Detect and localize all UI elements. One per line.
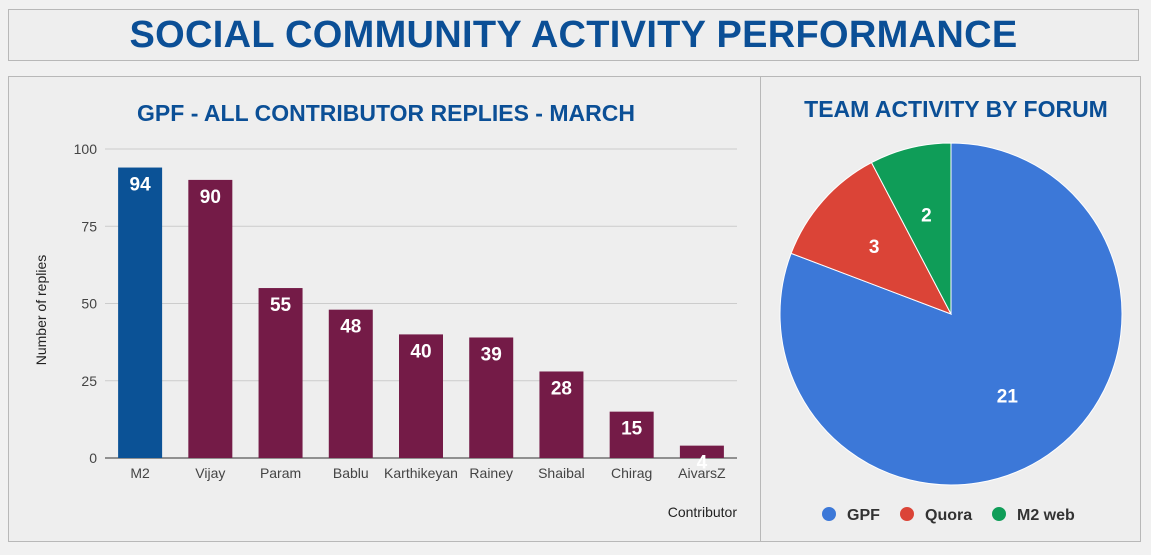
pie-data-label: 21 bbox=[997, 387, 1019, 408]
x-tick-label: Chirag bbox=[611, 465, 652, 481]
bar-data-label: 94 bbox=[130, 175, 152, 196]
legend-swatch bbox=[900, 507, 914, 521]
bar-data-label: 15 bbox=[621, 419, 643, 440]
pie-slice bbox=[790, 161, 953, 315]
legend-swatch bbox=[822, 507, 836, 521]
y-tick-label: 25 bbox=[81, 373, 97, 389]
pie-chart: TEAM ACTIVITY BY FORUM 21 3 2 GPF Quora M2 w… bbox=[779, 96, 1123, 524]
legend-label: M2 web bbox=[1017, 507, 1075, 524]
bar-data-label: 4 bbox=[697, 453, 708, 474]
x-tick-label: AivarsZ bbox=[678, 465, 726, 481]
bar-chart-title: GPF - ALL CONTRIBUTOR REPLIES - MARCH bbox=[137, 100, 635, 126]
x-tick-label: M2 bbox=[130, 465, 150, 481]
bar-data-label: 40 bbox=[410, 341, 431, 362]
x-tick-label: Shaibal bbox=[538, 465, 585, 481]
y-tick-label: 75 bbox=[81, 218, 97, 234]
legend-label: GPF bbox=[847, 507, 880, 524]
x-tick-label: Rainey bbox=[469, 465, 513, 481]
bar-data-label: 55 bbox=[270, 295, 292, 316]
x-axis-label: Contributor bbox=[668, 504, 738, 520]
bar-data-label: 90 bbox=[200, 187, 221, 208]
bar bbox=[679, 445, 724, 458]
pie-data-label: 2 bbox=[921, 205, 932, 226]
bar-chart-panel: GPF - ALL CONTRIBUTOR REPLIES - MARCH 0 2… bbox=[8, 76, 761, 542]
bar bbox=[118, 167, 163, 458]
pie-data-label: 3 bbox=[869, 237, 880, 258]
y-tick-label: 0 bbox=[89, 450, 97, 466]
bar-data-label: 39 bbox=[481, 344, 502, 365]
x-tick-label: Param bbox=[260, 465, 301, 481]
bar-chart: GPF - ALL CONTRIBUTOR REPLIES - MARCH 0 2… bbox=[33, 100, 738, 520]
pie-chart-title: TEAM ACTIVITY BY FORUM bbox=[804, 96, 1108, 122]
bar-data-label: 28 bbox=[551, 378, 572, 399]
x-tick-label: Karthikeyan bbox=[384, 465, 458, 481]
y-tick-label: 50 bbox=[81, 296, 97, 312]
bar bbox=[539, 371, 584, 458]
dashboard-header: SOCIAL COMMUNITY ACTIVITY PERFORMANCE bbox=[8, 9, 1139, 61]
bar bbox=[188, 179, 233, 458]
legend-swatch bbox=[992, 507, 1006, 521]
bar bbox=[399, 334, 443, 458]
bar bbox=[328, 309, 373, 458]
legend-label: Quora bbox=[925, 507, 972, 524]
bar bbox=[258, 288, 303, 458]
x-tick-label: Vijay bbox=[195, 465, 225, 481]
pie-chart-panel: TEAM ACTIVITY BY FORUM 21 3 2 GPF Quora M2 w… bbox=[760, 76, 1141, 542]
pie-slice bbox=[870, 142, 952, 315]
y-tick-label: 100 bbox=[74, 141, 98, 157]
bar-data-label: 48 bbox=[340, 317, 361, 338]
page-title: SOCIAL COMMUNITY ACTIVITY PERFORMANCE bbox=[129, 13, 1018, 56]
bar bbox=[609, 411, 654, 458]
y-axis-label: Number of replies bbox=[33, 255, 49, 366]
bar bbox=[469, 337, 514, 458]
x-tick-label: Bablu bbox=[333, 465, 369, 481]
